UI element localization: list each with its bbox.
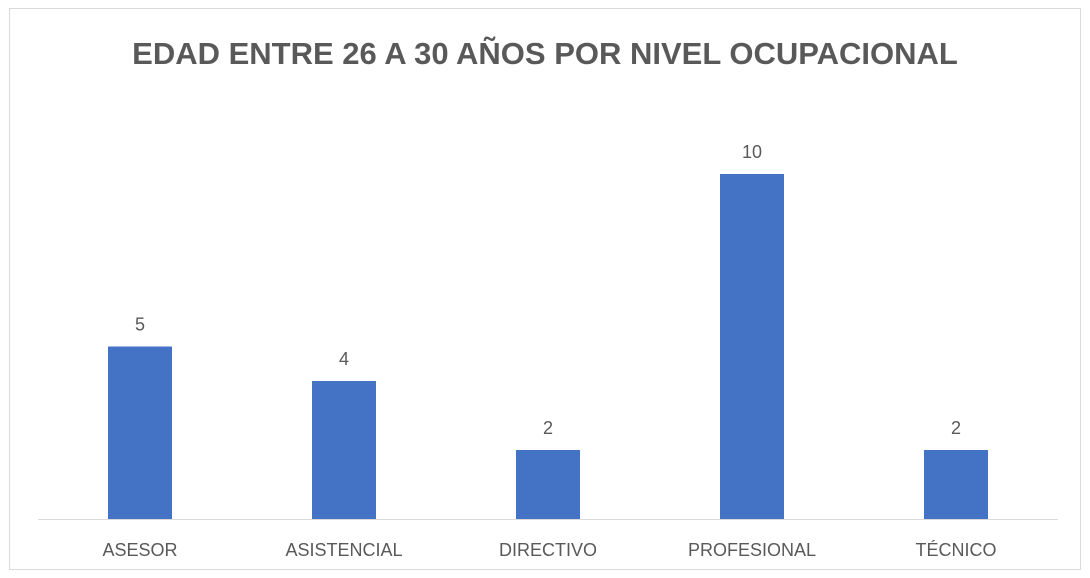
chart-title: EDAD ENTRE 26 A 30 AÑOS POR NIVEL OCUPAC… <box>132 36 958 71</box>
bar <box>516 450 580 519</box>
bar <box>720 174 784 519</box>
bar <box>312 381 376 519</box>
data-label: 2 <box>543 418 553 438</box>
bar <box>924 450 988 519</box>
x-tick-label: TÉCNICO <box>916 540 997 560</box>
x-tick-label: PROFESIONAL <box>688 540 816 560</box>
x-tick-label: DIRECTIVO <box>499 540 597 560</box>
data-label: 10 <box>742 142 762 162</box>
x-tick-label: ASISTENCIAL <box>285 540 402 560</box>
data-label: 4 <box>339 349 349 369</box>
bar <box>108 346 172 519</box>
data-label: 5 <box>135 314 145 334</box>
data-label: 2 <box>951 418 961 438</box>
x-tick-label: ASESOR <box>102 540 177 560</box>
